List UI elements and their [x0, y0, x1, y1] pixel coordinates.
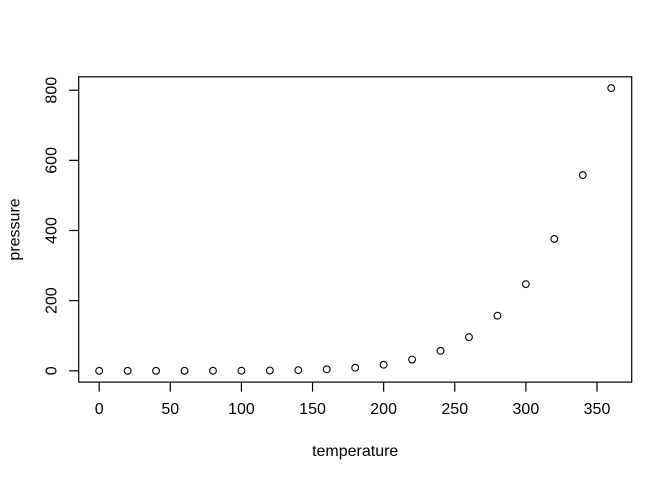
data-point [607, 84, 616, 93]
x-tick-label: 50 [161, 401, 179, 418]
x-tick-label: 0 [95, 401, 104, 418]
y-axis: 0 200 400 600 800 [44, 77, 79, 375]
x-tick-label: 350 [584, 401, 611, 418]
y-tick-label: 400 [44, 217, 61, 244]
x-tick-label: 150 [299, 401, 326, 418]
data-point [265, 366, 274, 375]
data-point [436, 346, 445, 355]
y-tick-label: 0 [44, 366, 61, 375]
x-tick-label: 100 [228, 401, 255, 418]
x-axis-label: temperature [312, 443, 398, 460]
x-axis: 0 50 100 150 200 250 300 350 [95, 382, 611, 418]
data-point [95, 366, 104, 375]
data-point [493, 311, 502, 320]
data-point [351, 363, 360, 372]
data-point [294, 366, 303, 375]
plot-box [78, 76, 633, 383]
data-point [465, 333, 473, 342]
x-tick-label: 300 [513, 401, 540, 418]
data-point [209, 366, 217, 375]
y-tick-label: 800 [44, 77, 61, 104]
data-point [550, 234, 559, 243]
data-point [152, 366, 161, 375]
y-axis-label: pressure [7, 198, 24, 260]
data-point [578, 171, 587, 180]
y-tick-label: 600 [44, 147, 61, 174]
data-point [379, 360, 388, 369]
x-tick-label: 250 [441, 401, 468, 418]
data-point [521, 280, 530, 289]
data-point [322, 365, 331, 374]
x-tick-label: 200 [370, 401, 397, 418]
data-point [237, 366, 246, 375]
data-point [123, 366, 132, 375]
data-point [408, 355, 417, 364]
data-points [95, 84, 616, 375]
y-tick-label: 200 [44, 287, 61, 314]
data-point [180, 366, 189, 375]
